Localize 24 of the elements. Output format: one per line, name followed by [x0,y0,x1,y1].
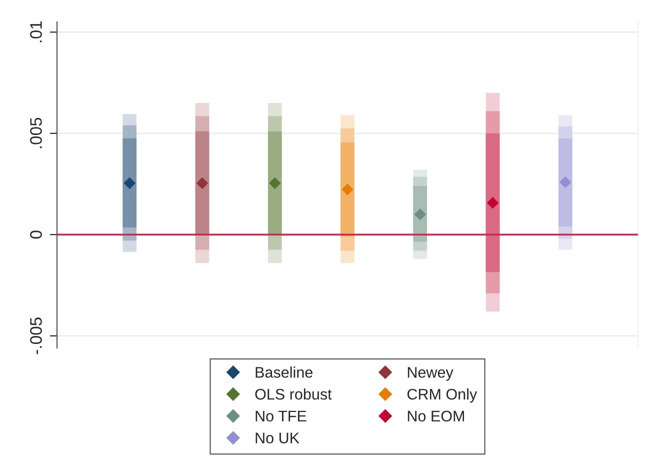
bar [122,138,137,228]
bar [195,131,210,235]
point [559,176,572,188]
legend-label: No EOM [408,410,464,422]
bar [558,138,572,227]
y-tick-label: .01 [30,21,42,42]
point [268,177,281,190]
point [342,184,354,196]
legend-label: Newey [408,367,454,381]
bar [268,131,282,235]
point [196,177,208,190]
point [486,196,499,209]
bar [340,142,354,237]
legend-label: OLS robust [255,388,332,400]
y-tick-label: -.005 [30,318,42,354]
y-tick-label: 0 [30,230,42,239]
y-tick-label: .005 [30,118,42,148]
legend-label: Baseline [256,366,312,378]
bar [486,133,500,272]
legend-label: No UK [256,432,300,444]
point [124,177,136,190]
legend-label: No TFE [256,410,306,422]
point [414,208,426,220]
legend-label: CRM Only [407,388,478,403]
